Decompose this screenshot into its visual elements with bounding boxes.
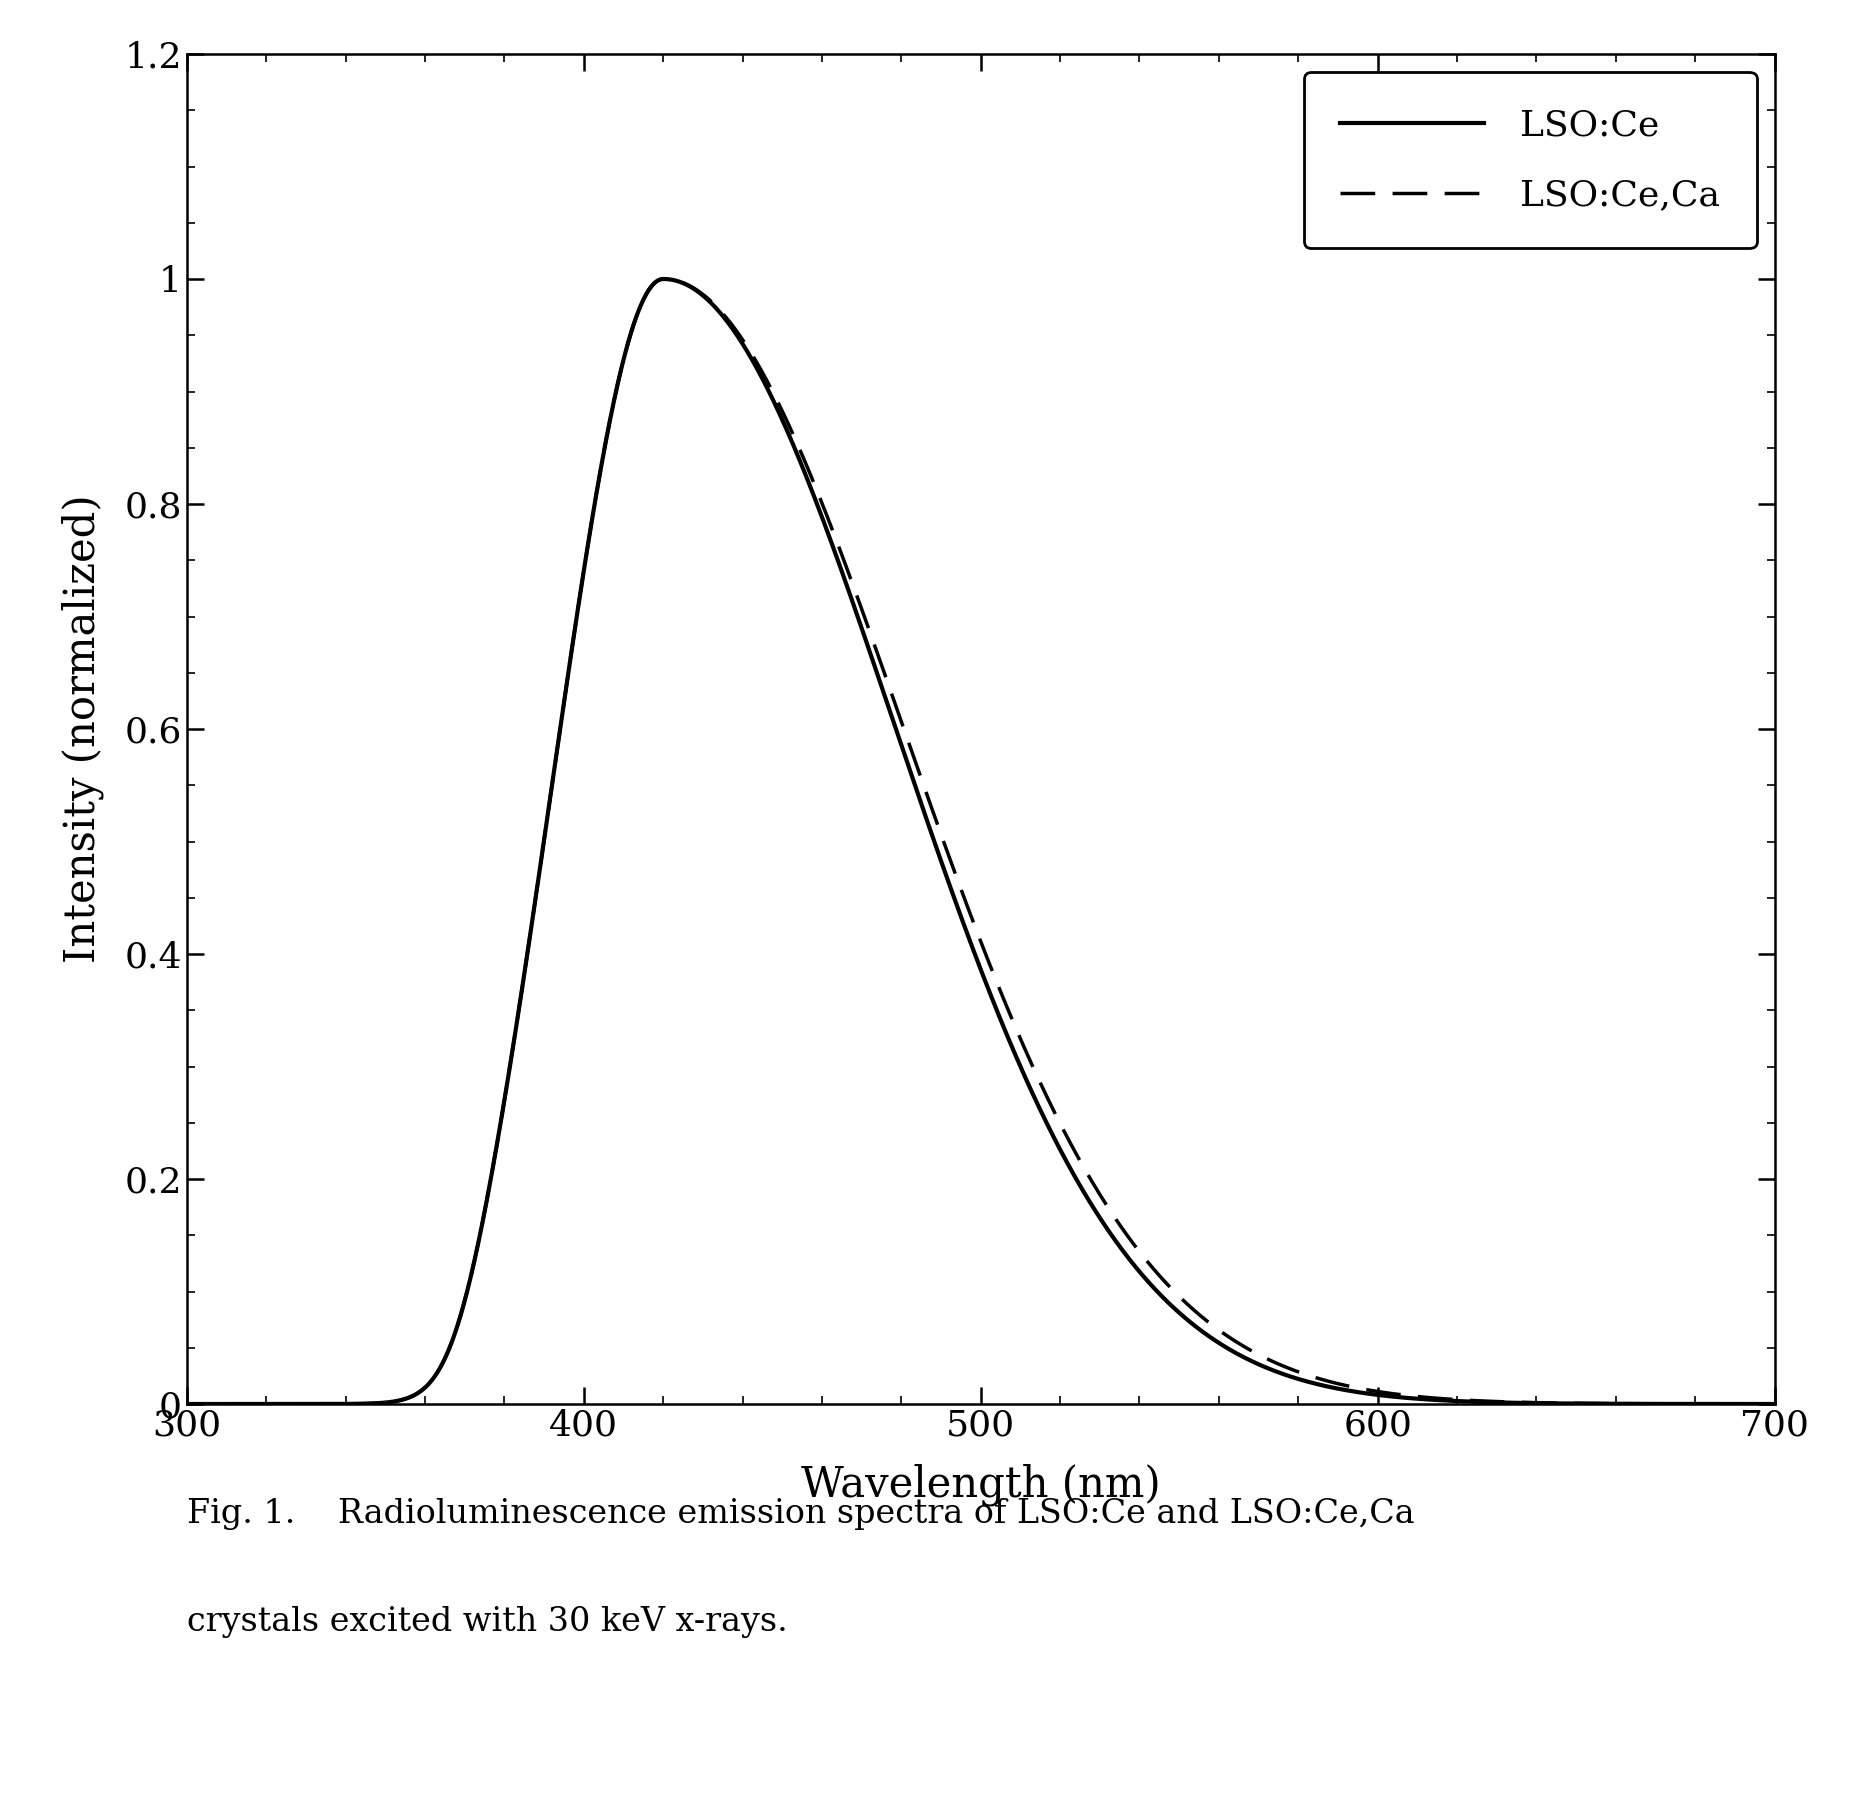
LSO:Ce,Ca: [652, 268, 674, 290]
LSO:Ce,Ca: [1128, 1240, 1151, 1262]
LSO:Ce: [652, 268, 674, 290]
LSO:Ce,Ca: [463, 1246, 486, 1267]
LSO:Ce: [783, 436, 805, 457]
LSO:Ce,Ca: [1360, 1381, 1382, 1402]
LSO:Ce: [1360, 1384, 1382, 1406]
LSO:Ce,Ca: [1763, 1393, 1786, 1415]
LSO:Ce: [1209, 1332, 1231, 1354]
LSO:Ce: [1481, 1391, 1504, 1413]
Legend: LSO:Ce, LSO:Ce,Ca: LSO:Ce, LSO:Ce,Ca: [1304, 72, 1756, 248]
Line: LSO:Ce: LSO:Ce: [187, 279, 1775, 1404]
LSO:Ce,Ca: [783, 425, 805, 446]
Text: Fig. 1.    Radioluminescence emission spectra of LSO:Ce and LSO:Ce,Ca: Fig. 1. Radioluminescence emission spect…: [187, 1498, 1414, 1530]
LSO:Ce,Ca: [1481, 1391, 1504, 1413]
LSO:Ce: [1763, 1393, 1786, 1415]
Text: crystals excited with 30 keV x-rays.: crystals excited with 30 keV x-rays.: [187, 1606, 788, 1638]
LSO:Ce,Ca: [1209, 1319, 1231, 1341]
X-axis label: Wavelength (nm): Wavelength (nm): [801, 1463, 1160, 1507]
LSO:Ce: [463, 1246, 486, 1267]
LSO:Ce,Ca: [176, 1393, 198, 1415]
LSO:Ce: [176, 1393, 198, 1415]
Line: LSO:Ce,Ca: LSO:Ce,Ca: [187, 279, 1775, 1404]
LSO:Ce: [1128, 1260, 1151, 1282]
Y-axis label: Intensity (normalized): Intensity (normalized): [62, 495, 103, 963]
